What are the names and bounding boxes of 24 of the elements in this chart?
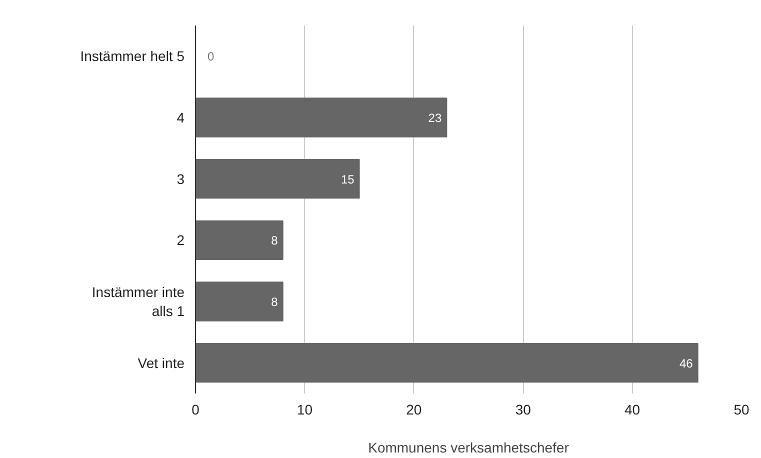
x-tick-label: 40 (624, 402, 640, 418)
x-tick-label: 30 (515, 402, 532, 418)
x-tick-label: 20 (406, 402, 422, 418)
x-axis-title: Kommunens verksamhetschefer (368, 440, 570, 456)
bar (196, 282, 284, 322)
data-label: 46 (679, 356, 694, 370)
y-tick-label: 4 (176, 110, 185, 126)
bar (196, 159, 360, 199)
y-tick-label: Instämmer inte alls 1 (92, 284, 185, 320)
y-tick-label: 2 (176, 232, 185, 248)
data-label: 8 (271, 234, 278, 248)
bar (196, 220, 284, 260)
bar (196, 343, 698, 383)
data-label: 0 (208, 50, 214, 64)
y-tick-label: Instämmer helt 5 (80, 48, 185, 64)
y-tick-label: 3 (176, 170, 185, 187)
y-tick-label: Vet inte (138, 354, 185, 371)
x-tick-label: 10 (296, 402, 313, 418)
x-tick-label: 0 (192, 402, 200, 418)
bar (196, 98, 448, 138)
data-label: 8 (271, 295, 278, 309)
data-label: 15 (340, 172, 355, 186)
data-label: 23 (428, 111, 442, 125)
x-tick-label: 50 (734, 402, 750, 418)
